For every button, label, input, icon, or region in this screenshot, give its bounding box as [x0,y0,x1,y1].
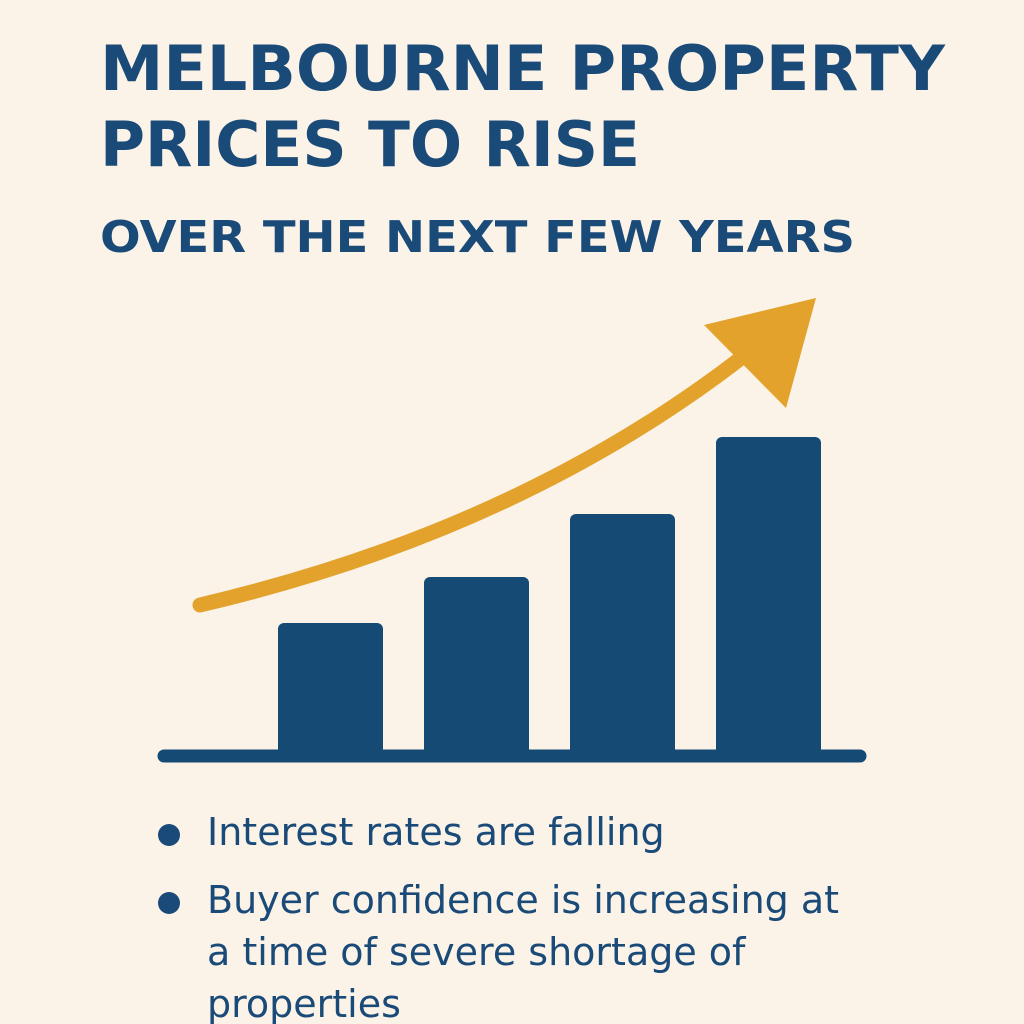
subtitle: OVER THE NEXT FEW YEARS [100,212,855,263]
title-line: MELBOURNE PROPERTY [100,32,946,105]
bar [716,437,821,758]
bar [278,623,383,758]
title-line: PRICES TO RISE [100,108,640,181]
trend-arrow [192,347,753,613]
bar [570,514,675,758]
bar [424,577,529,758]
bullet: Buyer confidence is increasing at a time… [158,874,858,1024]
bullet-list: Interest rates are falling Buyer confide… [158,806,858,1024]
arrow-head [704,298,816,408]
bullet: Interest rates are falling [158,806,858,858]
